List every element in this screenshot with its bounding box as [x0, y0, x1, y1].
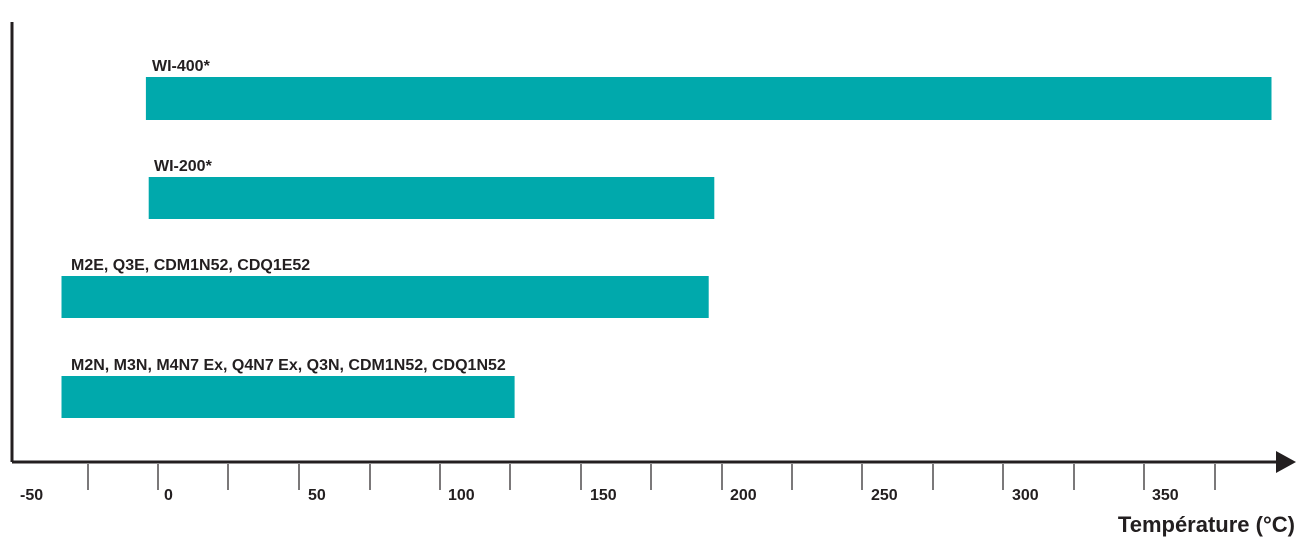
x-tick-label-3: 100 [448, 487, 475, 504]
bar-0 [145, 77, 1272, 120]
bar-label-2: M2E, Q3E, CDM1N52, CDQ1E52 [71, 257, 310, 274]
x-tick-label-8: 350 [1152, 487, 1179, 504]
x-tick-label-1: 0 [164, 487, 173, 504]
bar-label-0: WI-400* [152, 58, 211, 75]
bar-label-3: M2N, M3N, M4N7 Ex, Q4N7 Ex, Q3N, CDM1N52… [71, 357, 506, 374]
x-axis-title: Température (°C) [1118, 512, 1295, 537]
x-tick-label-5: 200 [730, 487, 757, 504]
bar-2 [61, 276, 709, 318]
bar-label-1: WI-200* [154, 158, 213, 175]
x-tick-label-2: 50 [308, 487, 326, 504]
x-tick-label-0: -50 [20, 487, 43, 504]
x-tick-label-6: 250 [871, 487, 898, 504]
x-tick-label-7: 300 [1012, 487, 1039, 504]
bars-layer: WI-400* WI-200* M2E, Q3E, CDM1N52, CDQ1E52… [61, 58, 1272, 418]
ticks-layer: -50 0 50 100 150 200 250 300 350 [20, 464, 1216, 504]
bar-3 [61, 376, 515, 418]
x-axis-arrow-icon [1276, 451, 1296, 473]
axes-layer [10, 22, 1296, 473]
bar-1 [148, 177, 715, 219]
x-tick-label-4: 150 [590, 487, 617, 504]
